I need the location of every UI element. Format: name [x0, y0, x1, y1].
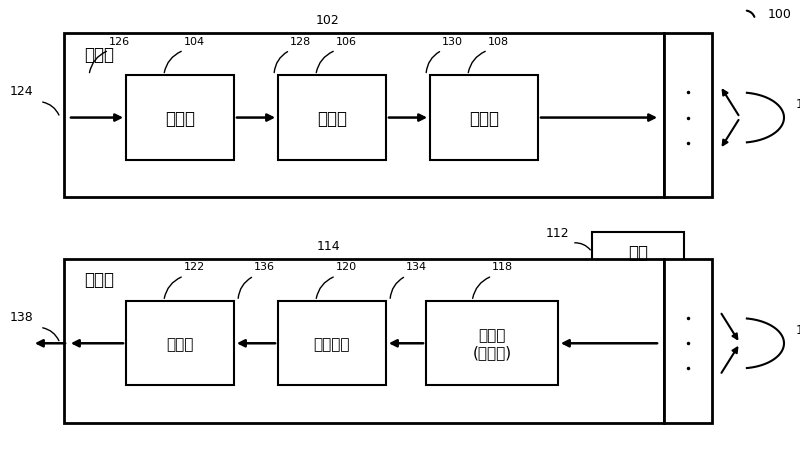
Text: 116: 116: [796, 324, 800, 336]
Bar: [64, 259, 664, 423]
Text: 126: 126: [109, 37, 130, 47]
Text: 106: 106: [336, 37, 357, 47]
Text: 134: 134: [406, 262, 427, 272]
Bar: [664, 259, 712, 423]
Text: 解码器: 解码器: [166, 336, 194, 351]
Text: 122: 122: [184, 262, 205, 272]
Text: 124: 124: [10, 85, 34, 98]
Text: 112: 112: [546, 227, 570, 240]
Text: 120: 120: [336, 262, 357, 272]
Text: 104: 104: [184, 37, 205, 47]
Text: 信道: 信道: [628, 243, 648, 262]
Bar: [430, 76, 538, 161]
Text: 136: 136: [254, 262, 275, 272]
Text: 110: 110: [796, 98, 800, 111]
Text: 128: 128: [290, 37, 311, 47]
Text: 130: 130: [442, 37, 463, 47]
Text: 解交织器: 解交织器: [314, 336, 350, 351]
Bar: [126, 301, 234, 386]
Bar: [426, 301, 558, 386]
Text: 传送器: 传送器: [84, 46, 114, 63]
Bar: [592, 232, 684, 273]
Text: 114: 114: [316, 239, 340, 253]
Text: 接收器: 接收器: [84, 271, 114, 288]
Bar: [278, 301, 386, 386]
Bar: [664, 34, 712, 198]
Text: 调制器: 调制器: [469, 109, 499, 127]
Text: 102: 102: [316, 14, 340, 27]
Text: 交织器: 交织器: [317, 109, 347, 127]
Text: 100: 100: [768, 8, 792, 21]
Bar: [64, 34, 664, 198]
Text: 编码器: 编码器: [165, 109, 195, 127]
Text: 118: 118: [492, 262, 514, 272]
Text: 解调器
(均衡器): 解调器 (均衡器): [473, 327, 511, 360]
Bar: [126, 76, 234, 161]
Bar: [278, 76, 386, 161]
Text: 138: 138: [10, 310, 34, 323]
Text: 108: 108: [488, 37, 509, 47]
